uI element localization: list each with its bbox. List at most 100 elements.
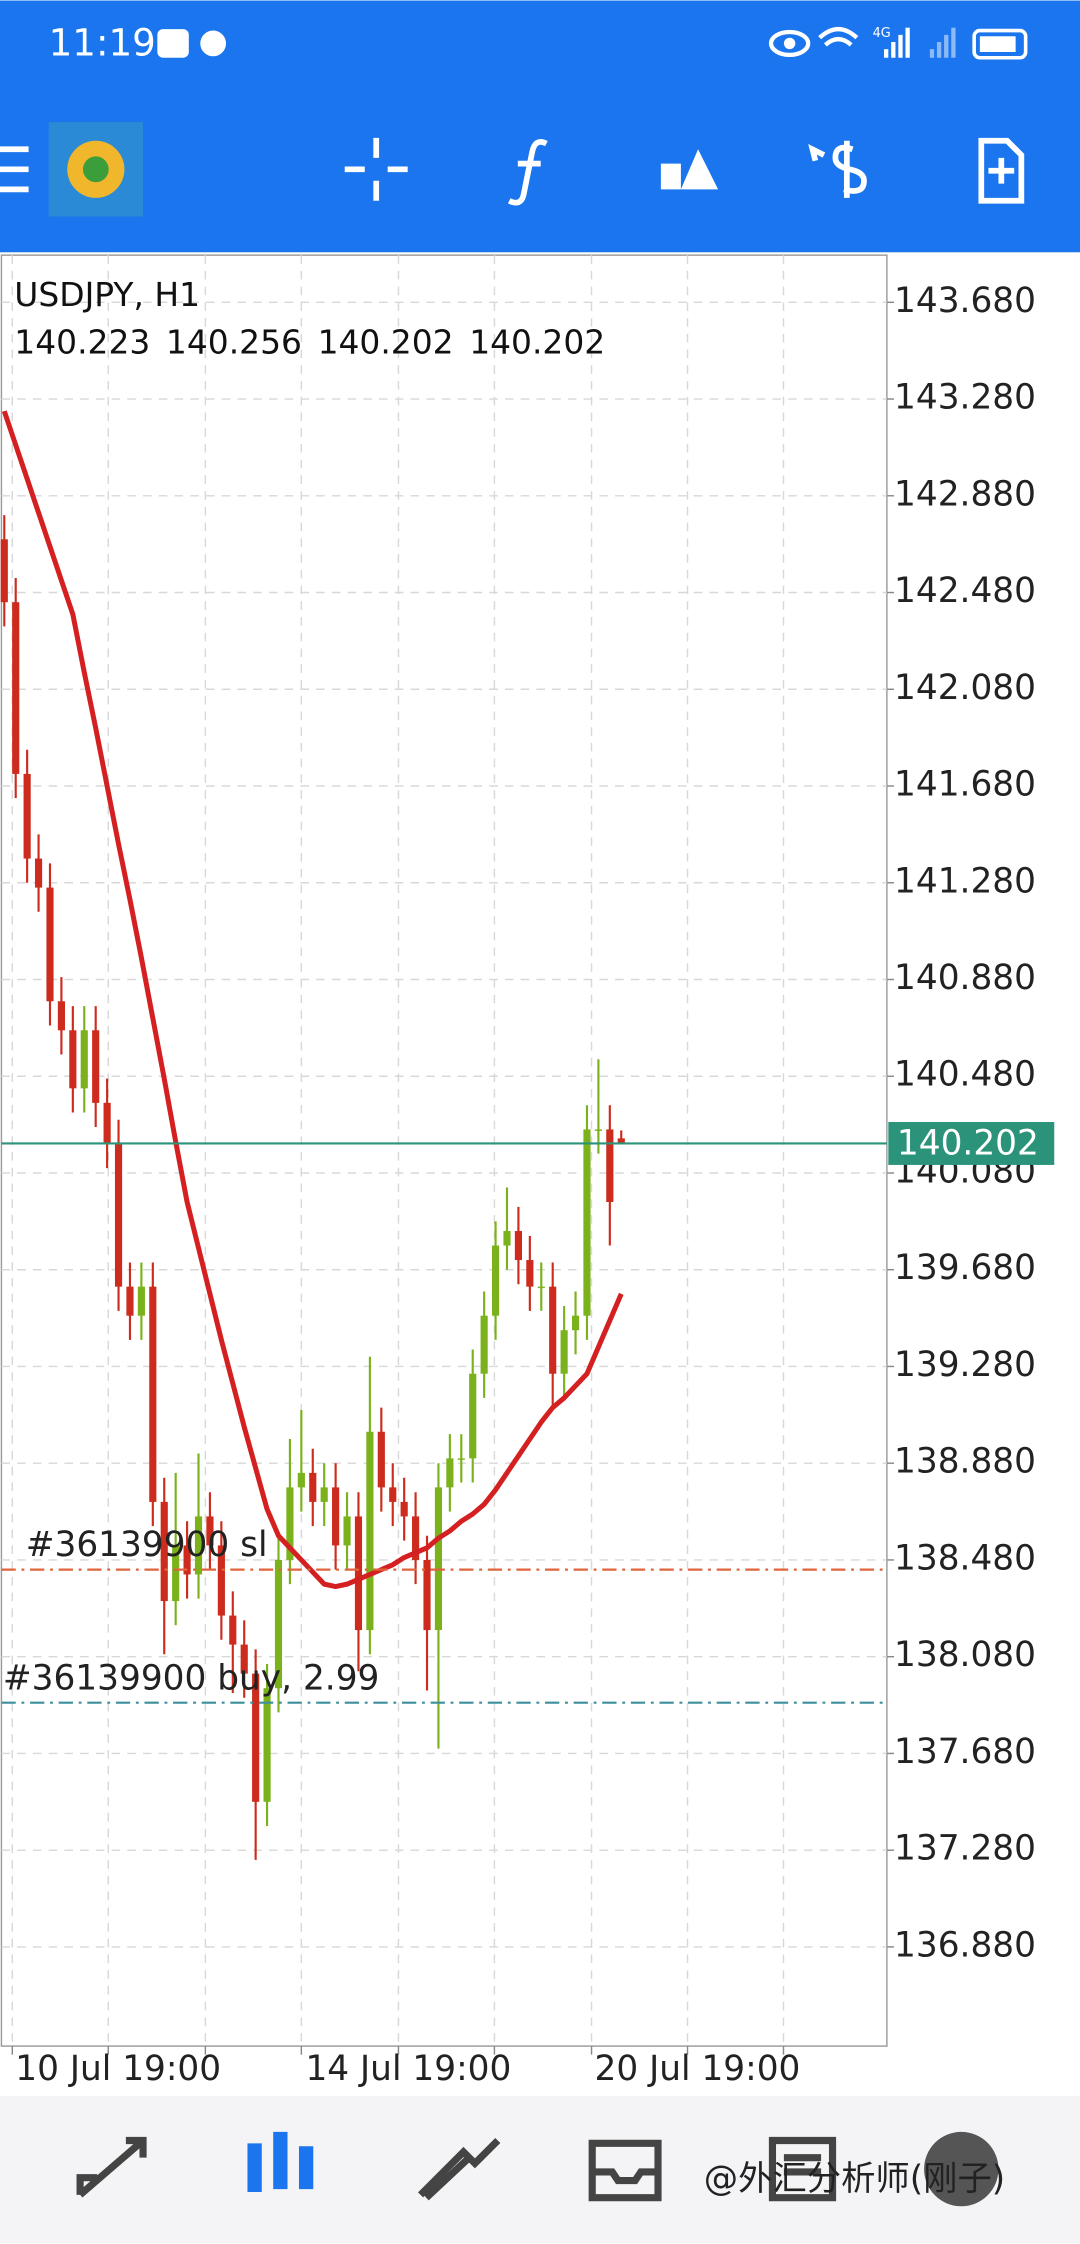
trade-button[interactable] [808,140,867,198]
chart-tab[interactable] [247,2131,314,2192]
quotes-tab[interactable] [76,2136,147,2198]
x-tick-label: 10 Jul 19:00 [15,2049,221,2089]
candle-body [526,1260,534,1287]
candle-body [92,1030,100,1103]
y-tick-label: 139.280 [894,1345,1036,1385]
candle-body [332,1487,340,1546]
candle-body [69,1030,77,1089]
candle-body [172,1545,180,1602]
y-tick-label: 140.480 [894,1055,1036,1095]
y-tick-label: 143.280 [894,378,1036,418]
candle-body [377,1431,385,1488]
candle-body [571,1315,580,1331]
candle-body [206,1516,214,1546]
app-logo[interactable] [48,122,144,217]
crosshair-button[interactable] [344,137,408,201]
candle-body [469,1373,477,1459]
last-price-label: 140.202 [897,1123,1039,1163]
y-tick-label: 143.680 [894,281,1036,321]
new-order-button[interactable] [978,137,1025,204]
candle-body [617,1138,625,1144]
menu-button[interactable] [0,146,29,193]
candle-body [583,1129,591,1316]
candle-body [34,858,43,888]
candle-body [126,1286,134,1316]
candle-body [446,1458,454,1488]
trade-tab[interactable] [418,2137,501,2201]
candle-body [549,1286,557,1374]
order-label: #36139900 sl [26,1525,268,1565]
candle-body [537,1286,545,1289]
chart-title: USDJPY, H1 [14,275,200,314]
candle-body [80,1030,88,1089]
y-tick-label: 137.280 [894,1829,1036,1869]
candle-body [194,1516,203,1575]
candle-body [366,1431,374,1631]
plot-area [0,254,888,2047]
candle-body [343,1516,351,1546]
y-tick-label: 138.880 [894,1442,1036,1482]
candle-body [240,1644,248,1674]
x-tick-label: 14 Jul 19:00 [305,2049,511,2089]
candle-body [160,1501,168,1602]
indicators-button[interactable] [507,139,548,206]
candle-body [149,1286,157,1502]
ohlc-close: 140.202 [469,322,605,361]
candle-body [274,1559,283,1689]
candle-body [480,1315,488,1374]
candle-body [503,1231,511,1246]
history-tab[interactable] [588,2139,662,2202]
candle-body [320,1487,328,1502]
bottom-nav-icons [76,2131,999,2207]
settings-tab[interactable] [924,2131,999,2207]
candle-body [137,1286,145,1316]
ohlc-high: 140.256 [166,322,302,361]
candle-body [183,1545,191,1575]
chart: 143.680 143.280 142.880 142.480 142.080 141.6… [0,255,1055,2089]
watermark: @外汇分析师(刚子) [704,2159,1005,2199]
y-tick-label: 137.680 [894,1732,1036,1772]
network-type: 4G [873,26,891,41]
candle-body [594,1129,602,1131]
candle-body [12,602,20,774]
candle-body [23,773,31,859]
y-tick-label: 142.480 [894,571,1036,611]
x-tick-label: 20 Jul 19:00 [595,2049,801,2089]
moving-average [1,410,624,1590]
candle-body [389,1487,397,1502]
y-tick-label: 140.880 [894,958,1036,998]
candle-body [252,1673,260,1802]
candle-body [400,1501,408,1517]
candle-body [229,1615,237,1645]
last-price-box [888,1122,1055,1165]
y-tick-label: 141.280 [894,861,1036,901]
toolbar [0,122,1025,217]
y-tick-label: 142.880 [894,474,1036,514]
candle-body [46,887,54,1002]
candle-body [217,1545,225,1616]
candle-body [263,1688,271,1802]
ohlc-low: 140.202 [318,322,454,361]
y-tick-label: 136.880 [894,1925,1036,1965]
status-time: 11:19 [49,20,156,64]
y-tick-label: 141.680 [894,765,1036,805]
candle-body [412,1516,420,1560]
order-label: #36139900 buy, 2.99 [3,1658,380,1698]
news-tab[interactable] [768,2136,837,2202]
candle-body [354,1516,363,1631]
candle-body [114,1143,123,1287]
y-tick-label: 139.680 [894,1248,1036,1288]
candle-body [434,1487,443,1631]
candle-body [286,1487,294,1560]
status-icons [157,26,1028,60]
bottom-nav [0,2096,1080,2244]
candle-body [57,1001,65,1031]
candle-body [423,1559,431,1631]
candle-body [491,1245,500,1316]
candle-body [309,1472,317,1502]
candle-body [103,1102,111,1144]
candle-body [297,1472,305,1488]
y-tick-label: 138.480 [894,1538,1036,1578]
candle-body [560,1330,568,1374]
